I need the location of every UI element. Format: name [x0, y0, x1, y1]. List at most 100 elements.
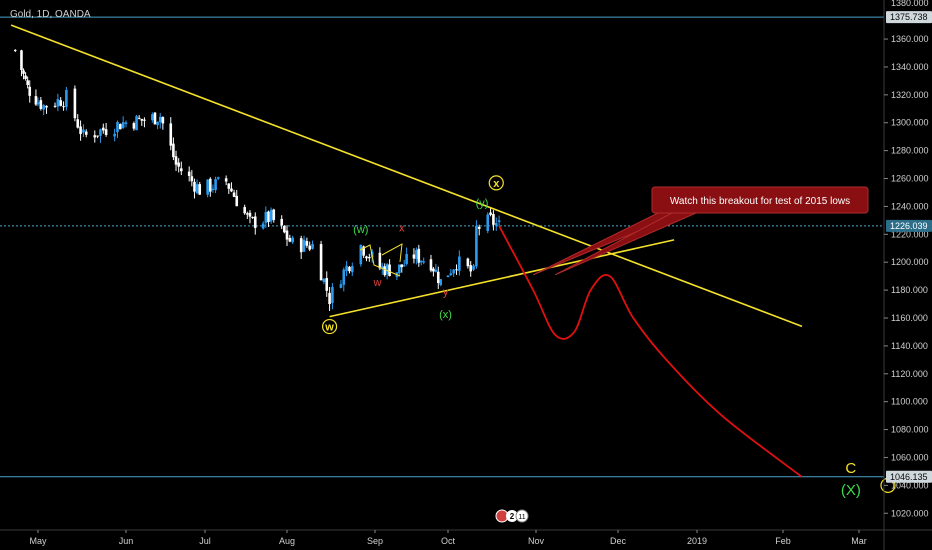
callout-box	[651, 186, 869, 214]
candle-body	[455, 269, 458, 271]
wave-label-circle	[488, 175, 504, 191]
wave-label: x	[399, 223, 405, 235]
price-tick-label-top: 1380.000	[891, 0, 929, 8]
candle-body	[96, 135, 99, 137]
price-tick-label: 1120.000	[891, 369, 928, 379]
candle-body	[151, 114, 154, 121]
wave-label: (y)	[476, 197, 489, 209]
candle-body	[79, 126, 82, 135]
candle-body	[13, 49, 17, 51]
events-badge: 2 11	[495, 509, 529, 523]
candle-body	[59, 100, 63, 106]
price-tick-label: 1100.000	[891, 397, 928, 407]
candles	[13, 49, 501, 311]
time-axis: May Jun Jul Aug Sep Oct Nov Dec 2019 Feb Mar	[0, 529, 932, 546]
candle-body	[339, 284, 343, 288]
candle-body	[388, 264, 391, 277]
callout-pointer	[554, 212, 697, 276]
candle-body	[73, 88, 77, 119]
candle-body	[489, 212, 492, 215]
symbol-title: Gold, 1D, OANDA	[10, 9, 91, 20]
candle-body	[359, 245, 363, 265]
candle-body	[383, 266, 387, 276]
pattern-drawing	[381, 243, 403, 263]
candle-body	[153, 112, 157, 125]
candle-body	[101, 127, 105, 131]
candle-body	[22, 70, 25, 74]
time-tick-label: May	[29, 536, 47, 546]
wave-label: x	[493, 178, 500, 190]
candle-body	[42, 105, 45, 110]
candle-body	[368, 257, 371, 259]
price-tick-label: 1280.000	[891, 146, 929, 156]
candle-body	[137, 117, 141, 119]
time-tick-label: Aug	[279, 536, 295, 546]
price-levels	[0, 16, 884, 478]
candle-body	[104, 129, 108, 135]
candle-body	[469, 265, 473, 272]
trendline	[329, 239, 675, 318]
price-tick-label: 1260.000	[891, 174, 929, 184]
pattern-drawing	[359, 244, 401, 277]
candle-body	[272, 209, 276, 220]
candle-body	[243, 207, 246, 214]
candle-body	[99, 129, 102, 136]
candle-body	[76, 119, 80, 128]
candle-body	[288, 237, 292, 242]
event-count: 2	[510, 512, 515, 521]
time-tick-label: Nov	[528, 536, 545, 546]
time-tick-label: Jun	[119, 536, 134, 546]
candle-body	[412, 254, 416, 259]
wave-label: w	[372, 277, 381, 289]
candle-body	[169, 123, 173, 146]
candle-body	[34, 96, 38, 105]
candle-body	[132, 123, 136, 129]
candle-body	[177, 162, 180, 167]
price-level-label: 1046.135	[890, 472, 928, 482]
time-tick-label: Sep	[367, 536, 383, 546]
wave-label-circle	[321, 318, 338, 335]
candle-body	[158, 116, 162, 123]
candle-body	[251, 217, 254, 219]
candle-body	[116, 122, 119, 133]
candle-body	[432, 268, 435, 272]
candle-body	[497, 220, 501, 223]
candle-body	[417, 248, 421, 263]
candle-body	[308, 245, 312, 250]
candle-body	[187, 171, 191, 176]
candle-body	[449, 273, 453, 276]
candle-body	[119, 123, 122, 130]
wave-label: w	[324, 322, 334, 334]
time-tick-label: Dec	[610, 536, 627, 546]
candle-body	[261, 223, 265, 229]
candle-body	[26, 80, 29, 85]
candle-body	[211, 188, 215, 190]
candle-body	[227, 183, 231, 189]
candle-body	[248, 212, 252, 217]
candle-body	[172, 143, 175, 158]
candle-body	[331, 287, 334, 303]
price-tick-label: 1040.000	[891, 480, 929, 490]
time-tick-label: Feb	[775, 536, 791, 546]
candle-body	[121, 122, 125, 128]
trendline	[10, 24, 803, 328]
candle-body	[235, 195, 239, 207]
candle-body	[93, 135, 97, 138]
candle-body	[429, 259, 433, 271]
time-tick-label: 2019	[687, 536, 707, 546]
candle-body	[156, 121, 159, 126]
price-tick-label: 1080.000	[891, 425, 929, 435]
time-tick-label: Mar	[851, 536, 867, 546]
candle-body	[56, 99, 60, 107]
price-level-badge	[886, 219, 932, 232]
candle-body	[161, 117, 165, 124]
candle-body	[348, 266, 351, 272]
candle-body	[143, 119, 146, 121]
candle-body	[319, 244, 323, 281]
candle-body	[446, 275, 450, 278]
price-level-label: 1226.039	[890, 221, 928, 231]
callout: Watch this breakout for test of 2015 low…	[532, 186, 869, 276]
candle-body	[419, 260, 423, 263]
